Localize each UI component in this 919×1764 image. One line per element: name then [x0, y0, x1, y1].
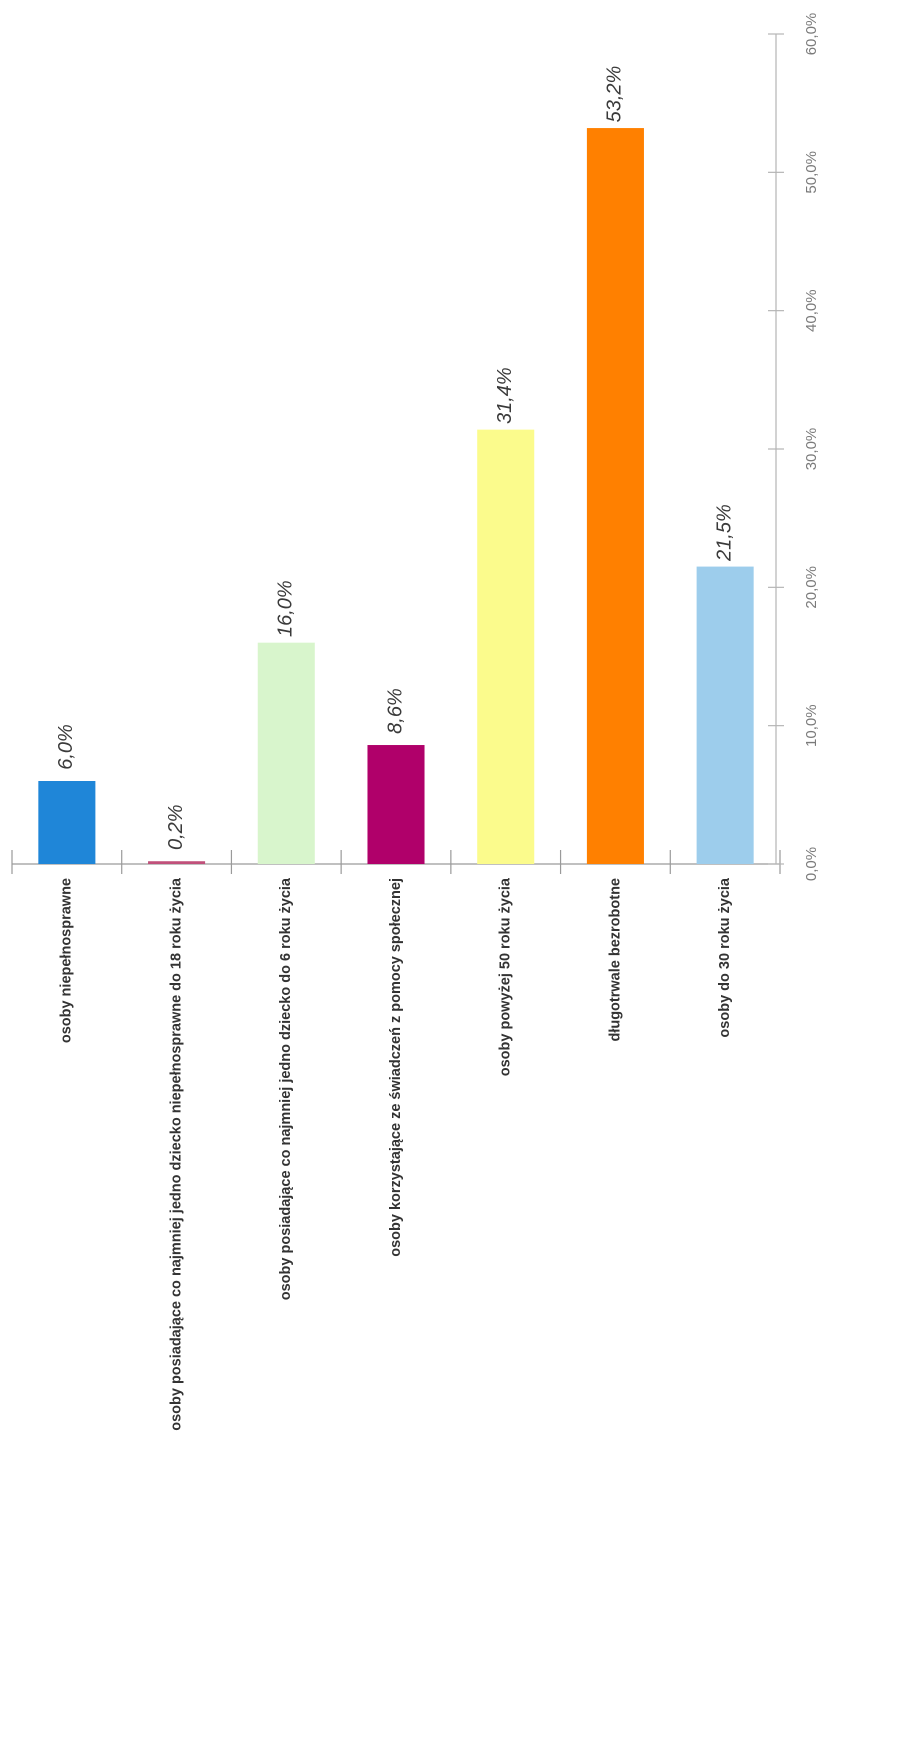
- category-label: osoby powyżej 50 roku życia: [498, 877, 514, 1076]
- data-label: 0,2%: [165, 804, 187, 850]
- value-tick-label: 60,0%: [803, 13, 820, 56]
- value-tick-label: 40,0%: [803, 289, 820, 332]
- data-label: 31,4%: [494, 367, 516, 424]
- category-label: osoby posiadające co najmniej jedno dzie…: [278, 877, 294, 1300]
- data-label: 8,6%: [384, 688, 406, 734]
- category-label: osoby posiadające co najmniej jedno dzie…: [168, 877, 184, 1431]
- data-label: 21,5%: [713, 504, 735, 562]
- bar-series: [38, 128, 754, 865]
- category-labels: osoby niepełnosprawne osoby posiadające c…: [59, 877, 733, 1431]
- bar: [477, 429, 535, 864]
- category-label: osoby niepełnosprawne: [59, 878, 75, 1043]
- data-label: 16,0%: [275, 580, 297, 637]
- category-label: osoby do 30 roku życia: [717, 877, 733, 1037]
- bar: [38, 781, 96, 864]
- data-label: 6,0%: [55, 724, 77, 770]
- data-labels: 6,0% 0,2% 16,0% 8,6% 31,4% 53,2% 21,5%: [55, 66, 735, 850]
- category-axis-ticks: [11, 850, 781, 874]
- bar: [257, 642, 315, 864]
- value-axis-ticks: [768, 33, 784, 865]
- value-tick-label: 0,0%: [803, 847, 820, 881]
- category-label: długotrwale bezrobotne: [607, 878, 623, 1042]
- value-tick-label: 50,0%: [803, 151, 820, 194]
- bar: [696, 566, 754, 864]
- value-tick-label: 20,0%: [803, 566, 820, 609]
- bar: [367, 745, 425, 864]
- value-axis-tick-labels: 0,0% 10,0% 20,0% 30,0% 40,0% 50,0% 60,0%: [803, 13, 820, 881]
- bar: [148, 861, 206, 864]
- category-label: osoby korzystające ze świadczeń z pomocy…: [388, 878, 404, 1257]
- value-tick-label: 30,0%: [803, 428, 820, 471]
- data-label: 53,2%: [604, 66, 626, 123]
- value-tick-label: 10,0%: [803, 704, 820, 747]
- bar: [586, 128, 644, 865]
